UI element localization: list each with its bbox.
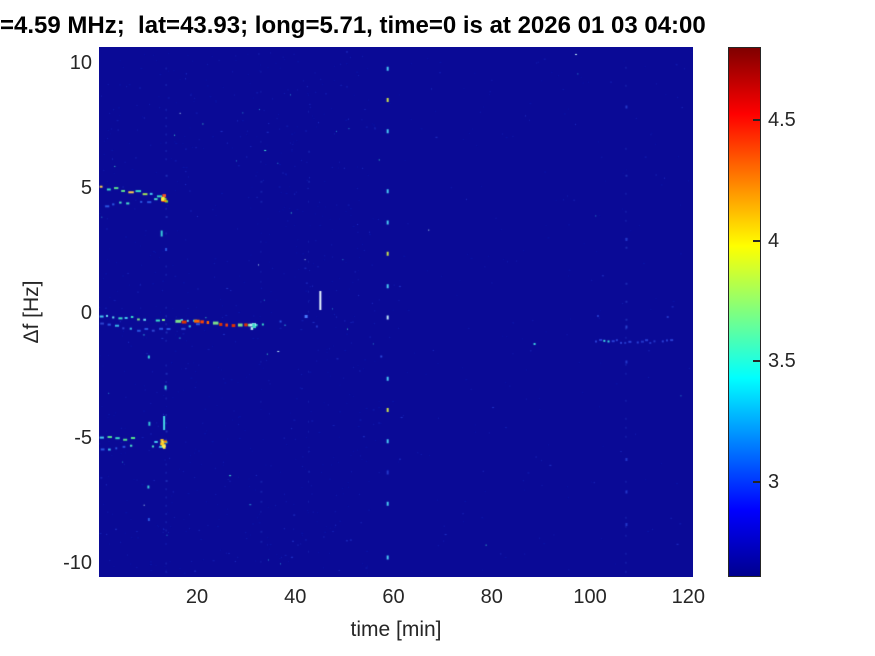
y-tick-label: 10	[69, 52, 92, 74]
colorbar	[728, 47, 761, 577]
x-tick-label: 100	[573, 586, 607, 608]
spectrogram-heatmap-canvas	[99, 47, 693, 577]
colorbar-tick-label: 4.5	[768, 109, 796, 132]
plot-title: =4.59 MHz; lat=43.93; long=5.71, time=0 …	[0, 12, 706, 39]
y-axis-label: Δf [Hz]	[20, 280, 43, 344]
colorbar-tick-label: 3	[768, 470, 780, 493]
y-tick-label: -10	[63, 552, 92, 574]
colorbar-tick-mark	[753, 119, 760, 122]
colorbar-tick-mark	[753, 480, 760, 483]
colorbar-tick-mark	[753, 239, 760, 242]
y-tick-label: 5	[80, 177, 92, 199]
x-axis-label: time [min]	[350, 618, 442, 641]
colorbar-tick-label: 4	[768, 229, 780, 252]
x-tick-label: 40	[284, 586, 307, 608]
x-tick-label: 80	[480, 586, 503, 608]
x-tick-label: 60	[382, 586, 405, 608]
x-tick-label: 20	[185, 586, 209, 608]
y-tick-label: -5	[74, 427, 92, 449]
colorbar-tick-mark	[753, 360, 760, 363]
x-tick-label: 120	[671, 586, 706, 608]
colorbar-tick-label: 3.5	[768, 350, 796, 373]
y-tick-label: 0	[80, 302, 92, 324]
